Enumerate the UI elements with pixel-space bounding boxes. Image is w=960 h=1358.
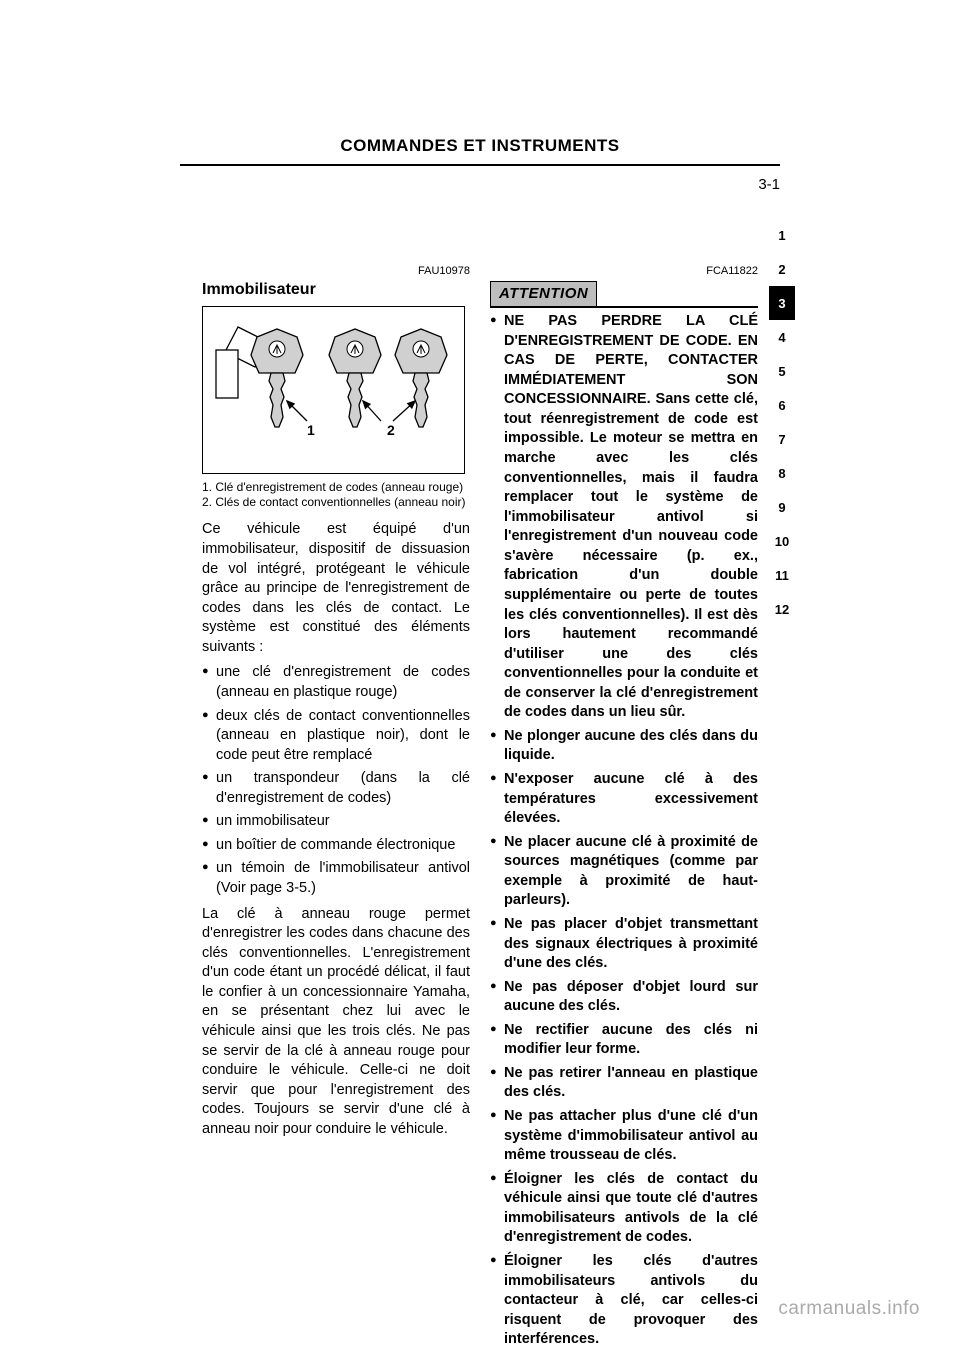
intro-paragraph: Ce véhicule est équipé d'un immobilisate… [202,520,470,657]
left-column: FAU10978 Immobilisateur 1 2 1. Cl [202,264,470,1145]
list-item: Ne pas attacher plus d'une clé d'un syst… [504,1107,758,1166]
list-item: Ne rectifier aucune des clés ni modifier… [504,1021,758,1060]
sidebar-chapter-12: 12 [769,592,795,626]
figure-label-1: 1 [307,422,315,438]
list-item: une clé d'enregistrement de codes (annea… [216,663,470,702]
attention-banner: ATTENTION [490,281,758,308]
sidebar-chapter-3: 3 [769,286,795,320]
list-item: un transpondeur (dans la clé d'enregistr… [216,769,470,808]
attention-label: ATTENTION [490,281,597,307]
list-item: un boîtier de commande électronique [216,836,470,856]
figure-legend-2: 2. Clés de contact conventionnelles (ann… [202,495,470,510]
page-number: 3-1 [758,176,780,193]
list-item: N'exposer aucune clé à des températures … [504,770,758,829]
right-column: FCA11822 ATTENTION NE PAS PERDRE LA CLÉ … [490,264,758,1354]
chapter-header: COMMANDES ET INSTRUMENTS [0,136,960,156]
list-item: Ne pas déposer d'objet lourd sur aucune … [504,978,758,1017]
list-item: Ne pas retirer l'anneau en plastique des… [504,1064,758,1103]
section-ref: FAU10978 [202,264,470,279]
key-icon [251,329,303,427]
sidebar-chapter-7: 7 [769,422,795,456]
key-paragraph: La clé à anneau rouge permet d'enregistr… [202,905,470,1140]
list-item: un immobilisateur [216,812,470,832]
attention-list: NE PAS PERDRE LA CLÉ D'ENREGISTREMENT DE… [490,312,758,1350]
list-item: Ne pas placer d'objet transmettant des s… [504,915,758,974]
intro-list: une clé d'enregistrement de codes (annea… [202,663,470,898]
sidebar-chapter-2: 2 [769,252,795,286]
figure-legend: 1. Clé d'enregistrement de codes (anneau… [202,480,470,510]
sidebar-chapter-10: 10 [769,524,795,558]
figure-label-2: 2 [387,422,395,438]
section-title: Immobilisateur [202,279,470,301]
attention-ref: FCA11822 [490,264,758,279]
keys-figure: 1 2 [202,306,465,474]
list-item: NE PAS PERDRE LA CLÉ D'ENREGISTREMENT DE… [504,312,758,723]
sidebar-chapter-4: 4 [769,320,795,354]
list-item: Éloigner les clés d'autres immobilisateu… [504,1252,758,1350]
list-item: Ne plonger aucune des clés dans du liqui… [504,727,758,766]
list-item: deux clés de contact conventionnelles (a… [216,707,470,766]
footer-url: carmanuals.info [778,1298,920,1320]
list-item: un témoin de l'immobilisateur antivol (V… [216,859,470,898]
sidebar-chapter-6: 6 [769,388,795,422]
chapter-sidebar: 123456789101112 [769,218,795,626]
header-rule [180,164,780,166]
sidebar-chapter-5: 5 [769,354,795,388]
list-item: Éloigner les clés de contact du véhicule… [504,1170,758,1248]
list-item: Ne placer aucune clé à proximité de sour… [504,833,758,911]
sidebar-chapter-11: 11 [769,558,795,592]
sidebar-chapter-8: 8 [769,456,795,490]
sidebar-chapter-9: 9 [769,490,795,524]
sidebar-chapter-1: 1 [769,218,795,252]
figure-legend-1: 1. Clé d'enregistrement de codes (anneau… [202,480,470,495]
